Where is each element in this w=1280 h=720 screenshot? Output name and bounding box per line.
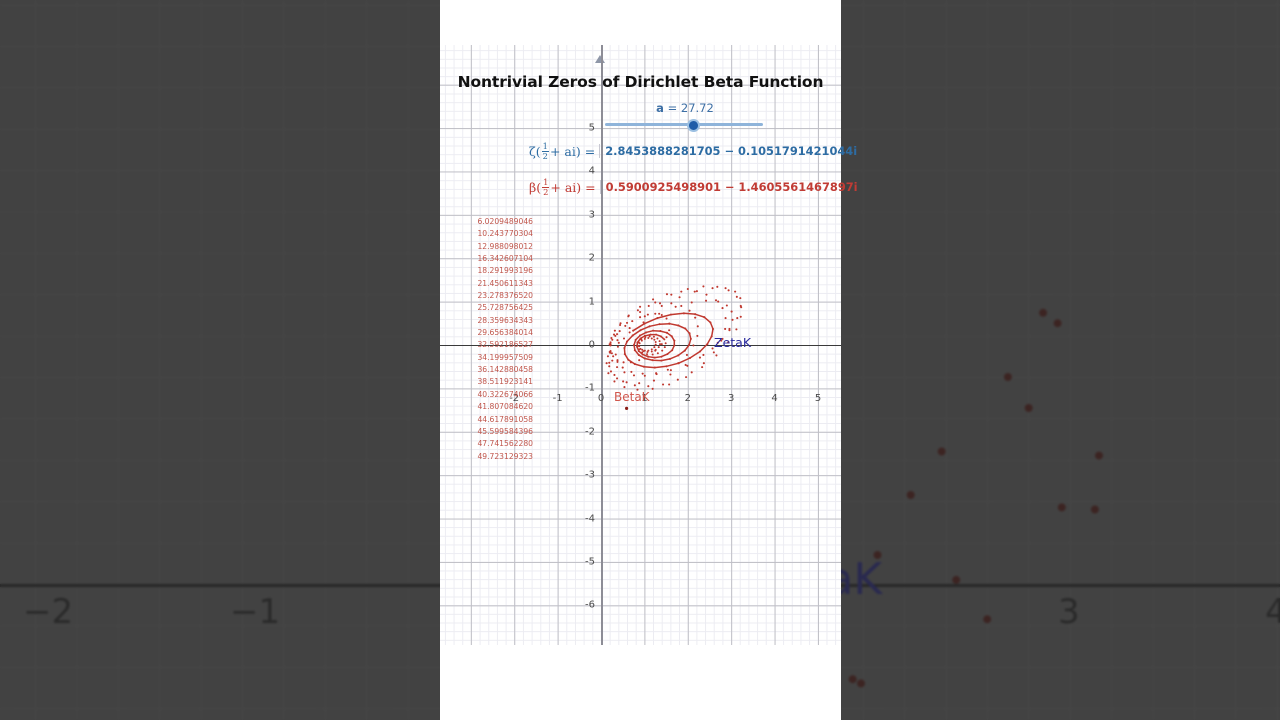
zeta-symbol: ζ [529,143,536,159]
zeros-list-item: 47.741562280 [477,439,533,449]
x-tick-label: 1 [641,393,648,404]
slider-knob[interactable] [687,118,700,132]
x-tick-label: 5 [814,393,822,404]
beta-numerator: 1 [542,177,550,188]
y-tick-label: 3 [588,209,595,221]
betak-curve-label: BetaK [614,390,650,404]
y-axis-arrow-icon [595,55,605,63]
zeros-list-item: 36.142880458 [477,365,533,375]
y-tick-label: -3 [585,469,595,481]
zeta-value: 2.8453888281705 − 0.1051791421044i [599,144,857,159]
zeros-list: 6.0209489046 10.243770304 12.988098012 16.3… [455,216,533,463]
zeros-list-item: 10.243770304 [477,229,533,239]
y-tick-label: -6 [585,599,595,611]
beta-equation-row: β(1 2 + ai) = 0.5900925498901 − 1.46055614… [529,178,858,196]
slider-value-label: a = 27.72 [605,101,765,115]
beta-paren-open: ( [536,179,542,195]
zeros-list-item: 38.511923141 [477,377,533,387]
slider-equals: = [667,101,678,115]
x-tick-label: -2 [509,393,520,404]
zeros-list-item: 44.617891058 [477,414,533,424]
zeros-list-item: 49.723129323 [477,451,533,461]
y-tick-label: -4 [585,513,595,525]
y-tick-label: 4 [588,165,595,177]
zeta-equation-row: ζ(1 2 + ai) = 2.8453888281705 − 0.10517914… [529,142,857,160]
zeta-equation-lhs: ζ(1 2 + ai) = [529,142,595,160]
zeros-list-item: 12.988098012 [477,241,533,251]
zeros-list-item: 34.199957509 [477,352,533,362]
zeros-list-item: 25.728756425 [477,303,533,313]
parameter-a-slider[interactable]: a = 27.72 [605,101,765,132]
zeta-numerator: 1 [541,141,549,152]
beta-spiral-curve [605,285,743,410]
beta-equation-lhs: β(1 2 + ai) = [529,178,596,196]
zeros-list-item: 16.342607104 [477,254,533,264]
zeros-list-item: 45.599584396 [477,426,533,436]
zeros-list-item: 18.291993196 [477,266,533,276]
zeros-list-item: 23.278376520 [477,291,533,301]
graph-panel: -2 -1 0 1 2 3 4 5 5 4 3 2 1 0 -1 -2 -3 -4 -5 -6 ZetaK Beta… [440,0,858,720]
y-tick-label: -2 [585,426,595,438]
zeta-lhs-tail: + ai) = [549,143,596,159]
beta-symbol: β [529,179,537,195]
zeta-denominator: 2 [542,150,548,161]
zeta-paren-open: ( [535,143,541,159]
beta-lhs-tail: + ai) = [550,179,596,195]
y-tick-label: 2 [588,252,595,264]
zetak-curve-label: ZetaK [714,335,752,350]
y-tick-label: -5 [585,556,595,568]
slider-value: 27.72 [680,101,714,115]
y-tick-label: 1 [588,296,595,308]
y-tick-label: 5 [588,122,595,134]
y-tick-label: -1 [585,382,595,394]
zeros-list-item: 41.807084620 [477,402,533,412]
x-tick-label: 4 [771,393,778,404]
zeros-list-item: 40.322674066 [477,389,533,399]
x-tick-label: -1 [552,393,563,404]
plot-area[interactable]: -2 -1 0 1 2 3 4 5 5 4 3 2 1 0 -1 -2 -3 -4 -5 -6 ZetaK Beta… [440,45,841,645]
page-title: Nontrivial Zeros of Dirichlet Beta Funct… [457,73,824,91]
zeros-list-item: 28.359634343 [477,315,533,325]
beta-denominator: 2 [543,186,549,197]
slider-var-name: a [656,101,664,115]
x-axis [440,345,841,347]
y-tick-label: 0 [588,339,595,351]
x-tick-label: 0 [597,393,605,404]
zeros-list-item: 21.450611343 [477,278,533,288]
beta-value: 0.5900925498901 − 1.4605561467897i [599,180,858,195]
slider-track[interactable] [605,123,763,127]
x-tick-label: 3 [728,393,735,404]
zeros-list-item: 29.656384014 [477,328,533,338]
zeros-list-item: 6.0209489046 [477,217,533,226]
x-tick-label: 2 [684,393,691,404]
zeros-list-item: 32.592186527 [477,340,533,350]
